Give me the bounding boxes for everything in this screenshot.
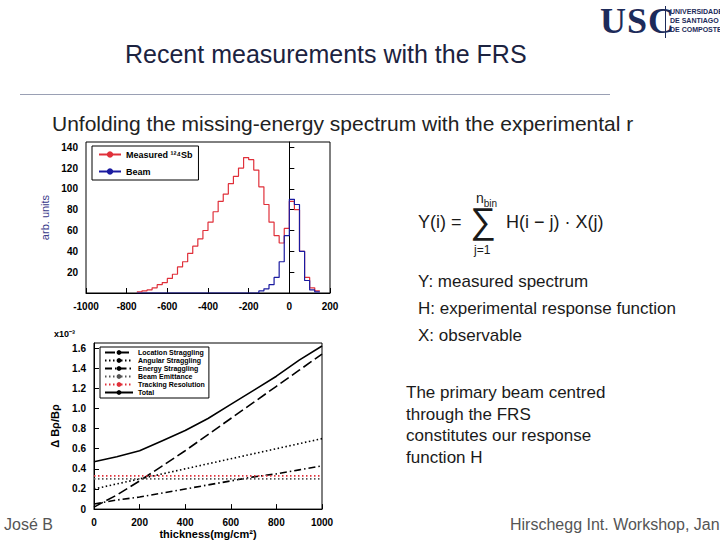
svg-text:Energy Straggling: Energy Straggling xyxy=(138,365,198,373)
html-text:H: experimental response funct: H: experimental response function xyxy=(418,299,676,318)
svg-text:200: 200 xyxy=(322,301,339,312)
svg-text:arb. units: arb. units xyxy=(39,194,51,240)
html-text:nbin: nbin xyxy=(476,190,498,209)
svg-text:Tracking Resolution: Tracking Resolution xyxy=(138,381,205,389)
svg-text:-600: -600 xyxy=(157,301,177,312)
svg-text:Beam: Beam xyxy=(126,167,151,177)
html-text:Unfolding the missing-energy s: Unfolding the missing-energy spectrum wi… xyxy=(52,112,634,135)
svg-text:0.4: 0.4 xyxy=(72,463,86,474)
svg-text:Δ Bρ/Bρ: Δ Bρ/Bρ xyxy=(49,404,61,448)
svg-text:800: 800 xyxy=(268,517,285,528)
svg-text:-800: -800 xyxy=(117,301,137,312)
svg-text:0.2: 0.2 xyxy=(72,483,86,494)
svg-text:x10⁻³: x10⁻³ xyxy=(54,329,75,339)
svg-text:400: 400 xyxy=(177,517,194,528)
html-text:X: observable: X: observable xyxy=(418,326,522,345)
svg-text:thickness(mg/cm²): thickness(mg/cm²) xyxy=(159,528,257,540)
svg-text:20: 20 xyxy=(67,267,79,278)
html-text:José B: José B xyxy=(4,516,53,533)
html-text:Y: measured spectrum: Y: measured spectrum xyxy=(418,272,589,291)
svg-text:-200: -200 xyxy=(239,301,259,312)
svg-text:200: 200 xyxy=(131,517,148,528)
svg-text:Location Straggling: Location Straggling xyxy=(138,349,204,357)
html-text:USC: USC xyxy=(600,1,675,41)
svg-text:1.2: 1.2 xyxy=(72,383,86,394)
html-text:function H: function H xyxy=(406,447,483,467)
svg-text:1.4: 1.4 xyxy=(72,363,86,374)
svg-text:1.0: 1.0 xyxy=(72,403,86,414)
svg-text:Total: Total xyxy=(138,389,154,396)
html-text:Y(i) =: Y(i) = xyxy=(418,212,462,232)
svg-text:600: 600 xyxy=(222,517,239,528)
svg-text:-1000: -1000 xyxy=(73,301,99,312)
svg-text:Measured ¹²⁴Sb: Measured ¹²⁴Sb xyxy=(126,150,193,160)
svg-text:80: 80 xyxy=(67,204,79,215)
html-text:DE SANTIAGO: DE SANTIAGO xyxy=(670,17,719,24)
html-text:through the FRS: through the FRS xyxy=(406,404,531,424)
svg-text:Beam Emittance: Beam Emittance xyxy=(138,373,193,380)
svg-text:0.6: 0.6 xyxy=(72,443,86,454)
html-text:constitutes our response: constitutes our response xyxy=(406,426,592,445)
svg-text:60: 60 xyxy=(67,225,79,236)
svg-text:1000: 1000 xyxy=(311,517,334,528)
svg-text:40: 40 xyxy=(67,246,79,257)
html-text:H(i − j) · X(j): H(i − j) · X(j) xyxy=(506,212,604,232)
svg-text:0: 0 xyxy=(80,504,86,515)
svg-text:Angular Straggling: Angular Straggling xyxy=(138,357,201,365)
html-text:j=1: j=1 xyxy=(474,243,491,257)
svg-text:0.8: 0.8 xyxy=(72,423,86,434)
svg-text:100: 100 xyxy=(61,183,78,194)
svg-text:1.6: 1.6 xyxy=(72,343,86,354)
svg-text:140: 140 xyxy=(61,142,78,153)
svg-text:0: 0 xyxy=(287,301,293,312)
html-text:The primary beam centred: The primary beam centred xyxy=(406,383,606,402)
svg-text:-400: -400 xyxy=(198,301,218,312)
html-text:Recent measurements with the F: Recent measurements with the FRS xyxy=(125,40,527,68)
svg-text:0: 0 xyxy=(91,517,97,528)
svg-text:120: 120 xyxy=(61,163,78,174)
